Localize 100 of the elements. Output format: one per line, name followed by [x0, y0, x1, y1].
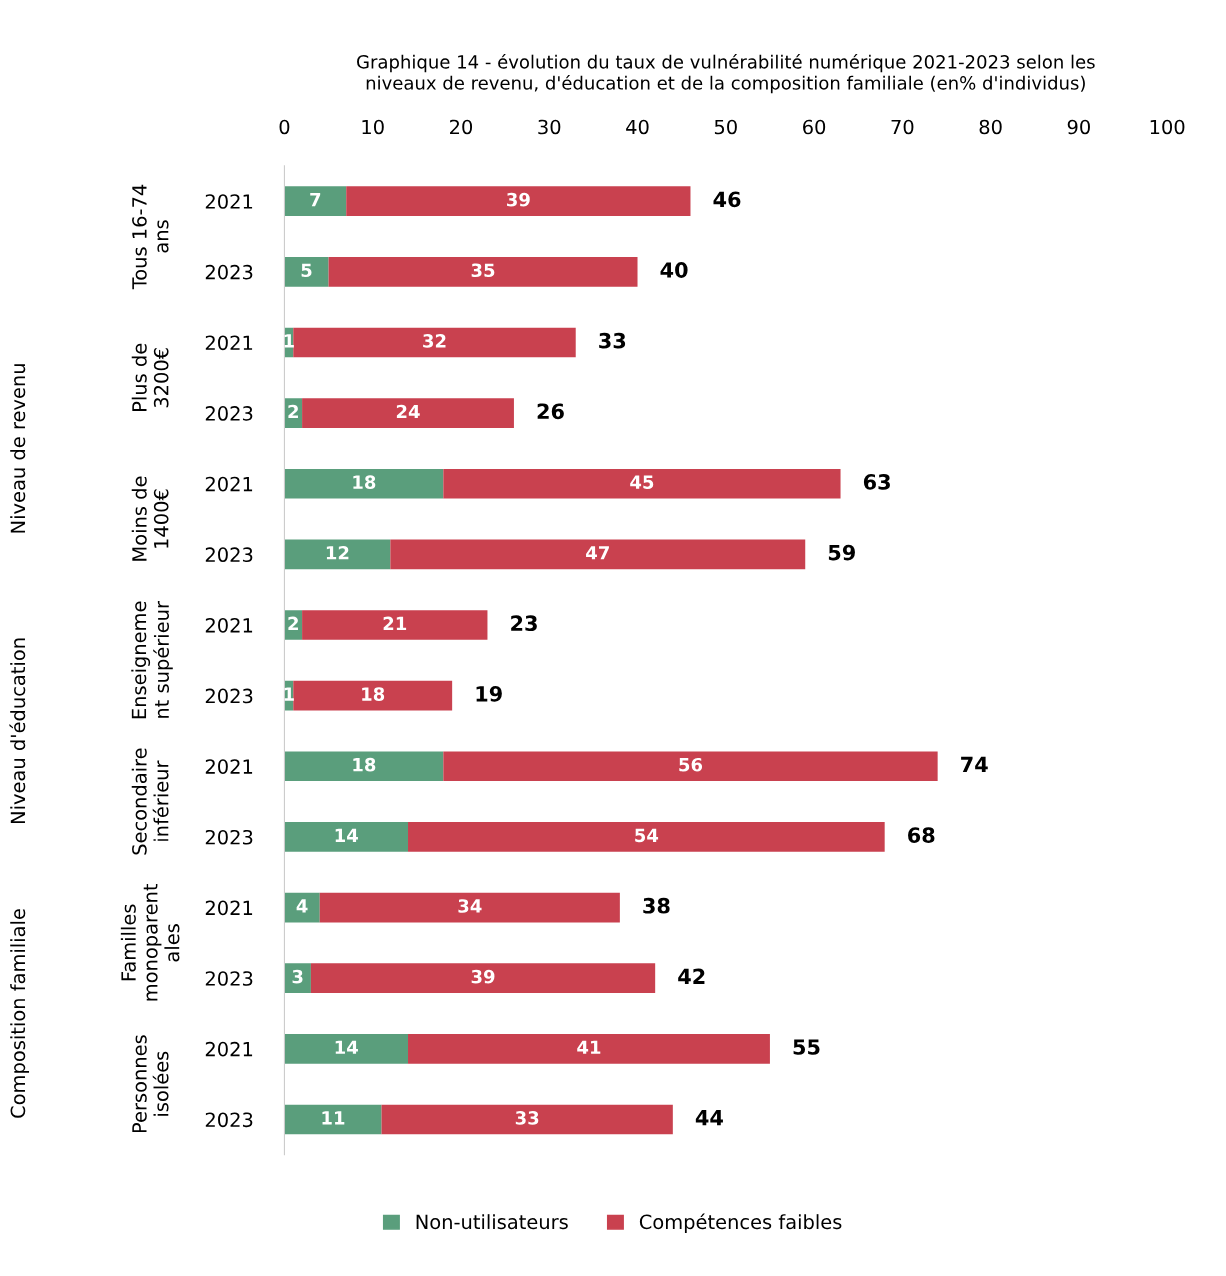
bar	[284, 751, 444, 782]
bar	[346, 186, 691, 217]
bar	[443, 751, 938, 782]
data-label: 5	[301, 263, 312, 278]
bar	[408, 822, 885, 852]
y-tick-label: 2021	[205, 476, 253, 492]
y-tick-label: 2023	[205, 971, 253, 986]
chart-title: Graphique 14 - évolution du taux de vulnérabilité numérique 2021-2023 selon les niveaux de revenu, d'éducation et de la composition familiale (en% d'individus)	[357, 53, 1095, 94]
data-label: 24	[396, 404, 420, 419]
data-label: 45	[630, 475, 654, 489]
data-label: 54	[635, 828, 659, 843]
bar	[408, 1033, 770, 1064]
legend-label: Compétences faibles	[639, 1213, 842, 1233]
data-label: 18	[353, 475, 376, 489]
text: Secondaire inférieur	[131, 748, 169, 855]
total-label: 55	[793, 1039, 820, 1055]
bar	[284, 468, 444, 499]
data-label: 34	[458, 899, 482, 913]
x-tick-label: 0	[279, 119, 290, 135]
bar	[284, 257, 329, 287]
x-tick-label: 50	[714, 119, 737, 135]
data-label: 32	[423, 334, 446, 348]
text: Niveau d'éducation	[9, 638, 26, 824]
text: Personnes isolées	[132, 1035, 169, 1133]
bar	[390, 539, 806, 570]
total-label: 59	[828, 544, 855, 561]
bar	[310, 963, 656, 994]
total-label: 44	[695, 1110, 723, 1126]
x-tick-label: 40	[626, 119, 649, 135]
total-label: 40	[660, 262, 688, 278]
total-label: 38	[643, 897, 670, 914]
data-label: 33	[515, 1111, 539, 1125]
data-label: 47	[586, 546, 609, 560]
bar	[293, 327, 576, 358]
y-tick-label: 2021	[205, 335, 253, 351]
data-label: 56	[679, 757, 703, 772]
data-label: 21	[383, 616, 407, 630]
x-tick-label: 80	[979, 119, 1002, 135]
text: Composition familiale	[10, 909, 30, 1118]
x-tick-label: 90	[1067, 119, 1090, 135]
data-label: 39	[471, 969, 495, 984]
data-label: 18	[362, 687, 385, 701]
text: Familles monoparent ales	[120, 883, 180, 1001]
total-label: 26	[537, 403, 564, 420]
text: Tous 16-74 ans	[132, 184, 169, 290]
x-tick-label: 20	[450, 119, 473, 135]
text: Niveau de revenu	[10, 364, 26, 533]
data-label: 18	[353, 757, 376, 772]
legend-label: Non-utilisateurs	[416, 1214, 568, 1230]
data-label: 35	[471, 263, 495, 278]
bar	[381, 1104, 673, 1135]
bar	[302, 398, 514, 428]
bar	[284, 186, 347, 217]
x-tick-label: 70	[891, 119, 914, 135]
data-label: 41	[577, 1040, 601, 1054]
total-label: 46	[713, 191, 741, 208]
data-label: 39	[507, 192, 530, 207]
y-tick-label: 2021	[205, 1041, 253, 1057]
x-tick-label: 100	[1150, 119, 1185, 135]
bar	[443, 468, 841, 499]
total-label: 42	[678, 968, 705, 984]
x-tick-label: 10	[362, 119, 384, 135]
x-tick-label: 30	[538, 119, 561, 135]
bar	[293, 680, 453, 711]
total-label: 74	[961, 756, 988, 773]
data-label: 2	[288, 404, 298, 419]
data-label: 7	[310, 193, 321, 207]
data-label: 14	[335, 1040, 358, 1054]
data-label: 2	[288, 616, 298, 630]
y-tick-label: 2023	[205, 547, 253, 563]
data-label: 12	[326, 545, 349, 560]
total-label: 63	[863, 474, 890, 490]
bar	[302, 610, 488, 640]
y-tick-label: 2021	[205, 759, 253, 774]
y-tick-label: 2023	[205, 406, 253, 421]
bar	[319, 892, 620, 923]
y-tick-label: 2023	[205, 1112, 253, 1128]
total-label: 33	[599, 332, 626, 349]
y-tick-label: 2021	[205, 617, 253, 633]
bar	[284, 539, 391, 570]
bar	[284, 963, 311, 994]
y-tick-label: 2023	[205, 829, 253, 845]
text: Plus de 3200€	[131, 343, 169, 411]
data-label: 3	[292, 969, 303, 984]
data-label: 11	[322, 1111, 345, 1125]
y-tick-label: 2023	[205, 264, 253, 280]
bar	[284, 1104, 382, 1135]
total-label: 19	[476, 685, 502, 702]
text: Moins de 1400€	[131, 476, 169, 561]
data-label: 4	[296, 899, 308, 913]
total-label: 68	[908, 827, 935, 843]
y-tick-label: 2021	[205, 900, 253, 916]
y-tick-label: 2023	[205, 688, 253, 704]
text: Enseigneme nt supérieur	[131, 601, 173, 719]
bar	[284, 822, 409, 852]
total-label: 23	[511, 615, 537, 632]
bar	[284, 1033, 409, 1064]
y-tick-label: 2021	[205, 194, 253, 209]
bar	[328, 257, 638, 287]
data-label: 14	[335, 828, 358, 842]
